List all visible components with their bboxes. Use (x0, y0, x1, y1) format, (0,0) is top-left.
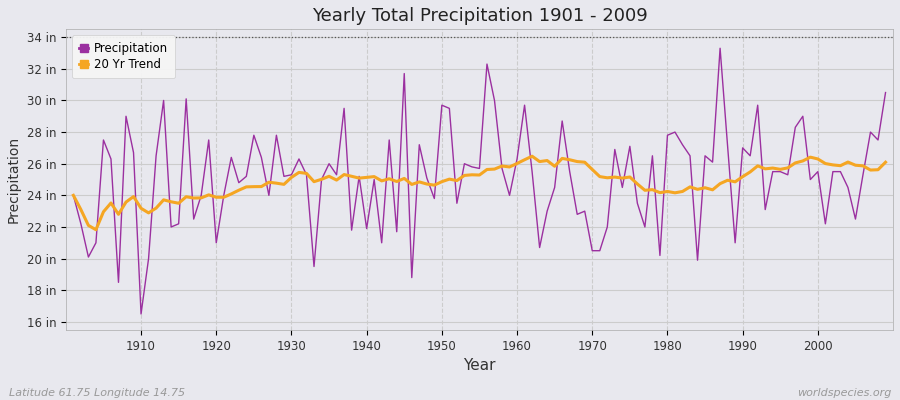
Text: worldspecies.org: worldspecies.org (796, 388, 891, 398)
X-axis label: Year: Year (464, 358, 496, 373)
Title: Yearly Total Precipitation 1901 - 2009: Yearly Total Precipitation 1901 - 2009 (311, 7, 647, 25)
20 Yr Trend (346, 174, 357, 179)
Precipitation (346, 228, 357, 232)
20 Yr Trend (616, 176, 627, 180)
Y-axis label: Precipitation: Precipitation (7, 136, 21, 223)
Precipitation (609, 147, 620, 152)
Precipitation (519, 103, 530, 108)
20 Yr Trend (136, 206, 147, 211)
Legend: Precipitation, 20 Yr Trend: Precipitation, 20 Yr Trend (72, 35, 176, 78)
20 Yr Trend (880, 160, 891, 165)
Precipitation (68, 193, 79, 198)
20 Yr Trend (91, 227, 102, 232)
Precipitation (128, 150, 139, 155)
20 Yr Trend (519, 157, 530, 162)
20 Yr Trend (68, 193, 79, 198)
20 Yr Trend (526, 154, 537, 158)
Precipitation (715, 46, 725, 51)
20 Yr Trend (302, 171, 312, 176)
Line: Precipitation: Precipitation (74, 48, 886, 314)
20 Yr Trend (512, 161, 523, 166)
Line: 20 Yr Trend: 20 Yr Trend (74, 156, 886, 230)
Text: Latitude 61.75 Longitude 14.75: Latitude 61.75 Longitude 14.75 (9, 388, 185, 398)
Precipitation (302, 172, 312, 177)
Precipitation (880, 90, 891, 95)
Precipitation (512, 156, 523, 161)
Precipitation (136, 312, 147, 316)
